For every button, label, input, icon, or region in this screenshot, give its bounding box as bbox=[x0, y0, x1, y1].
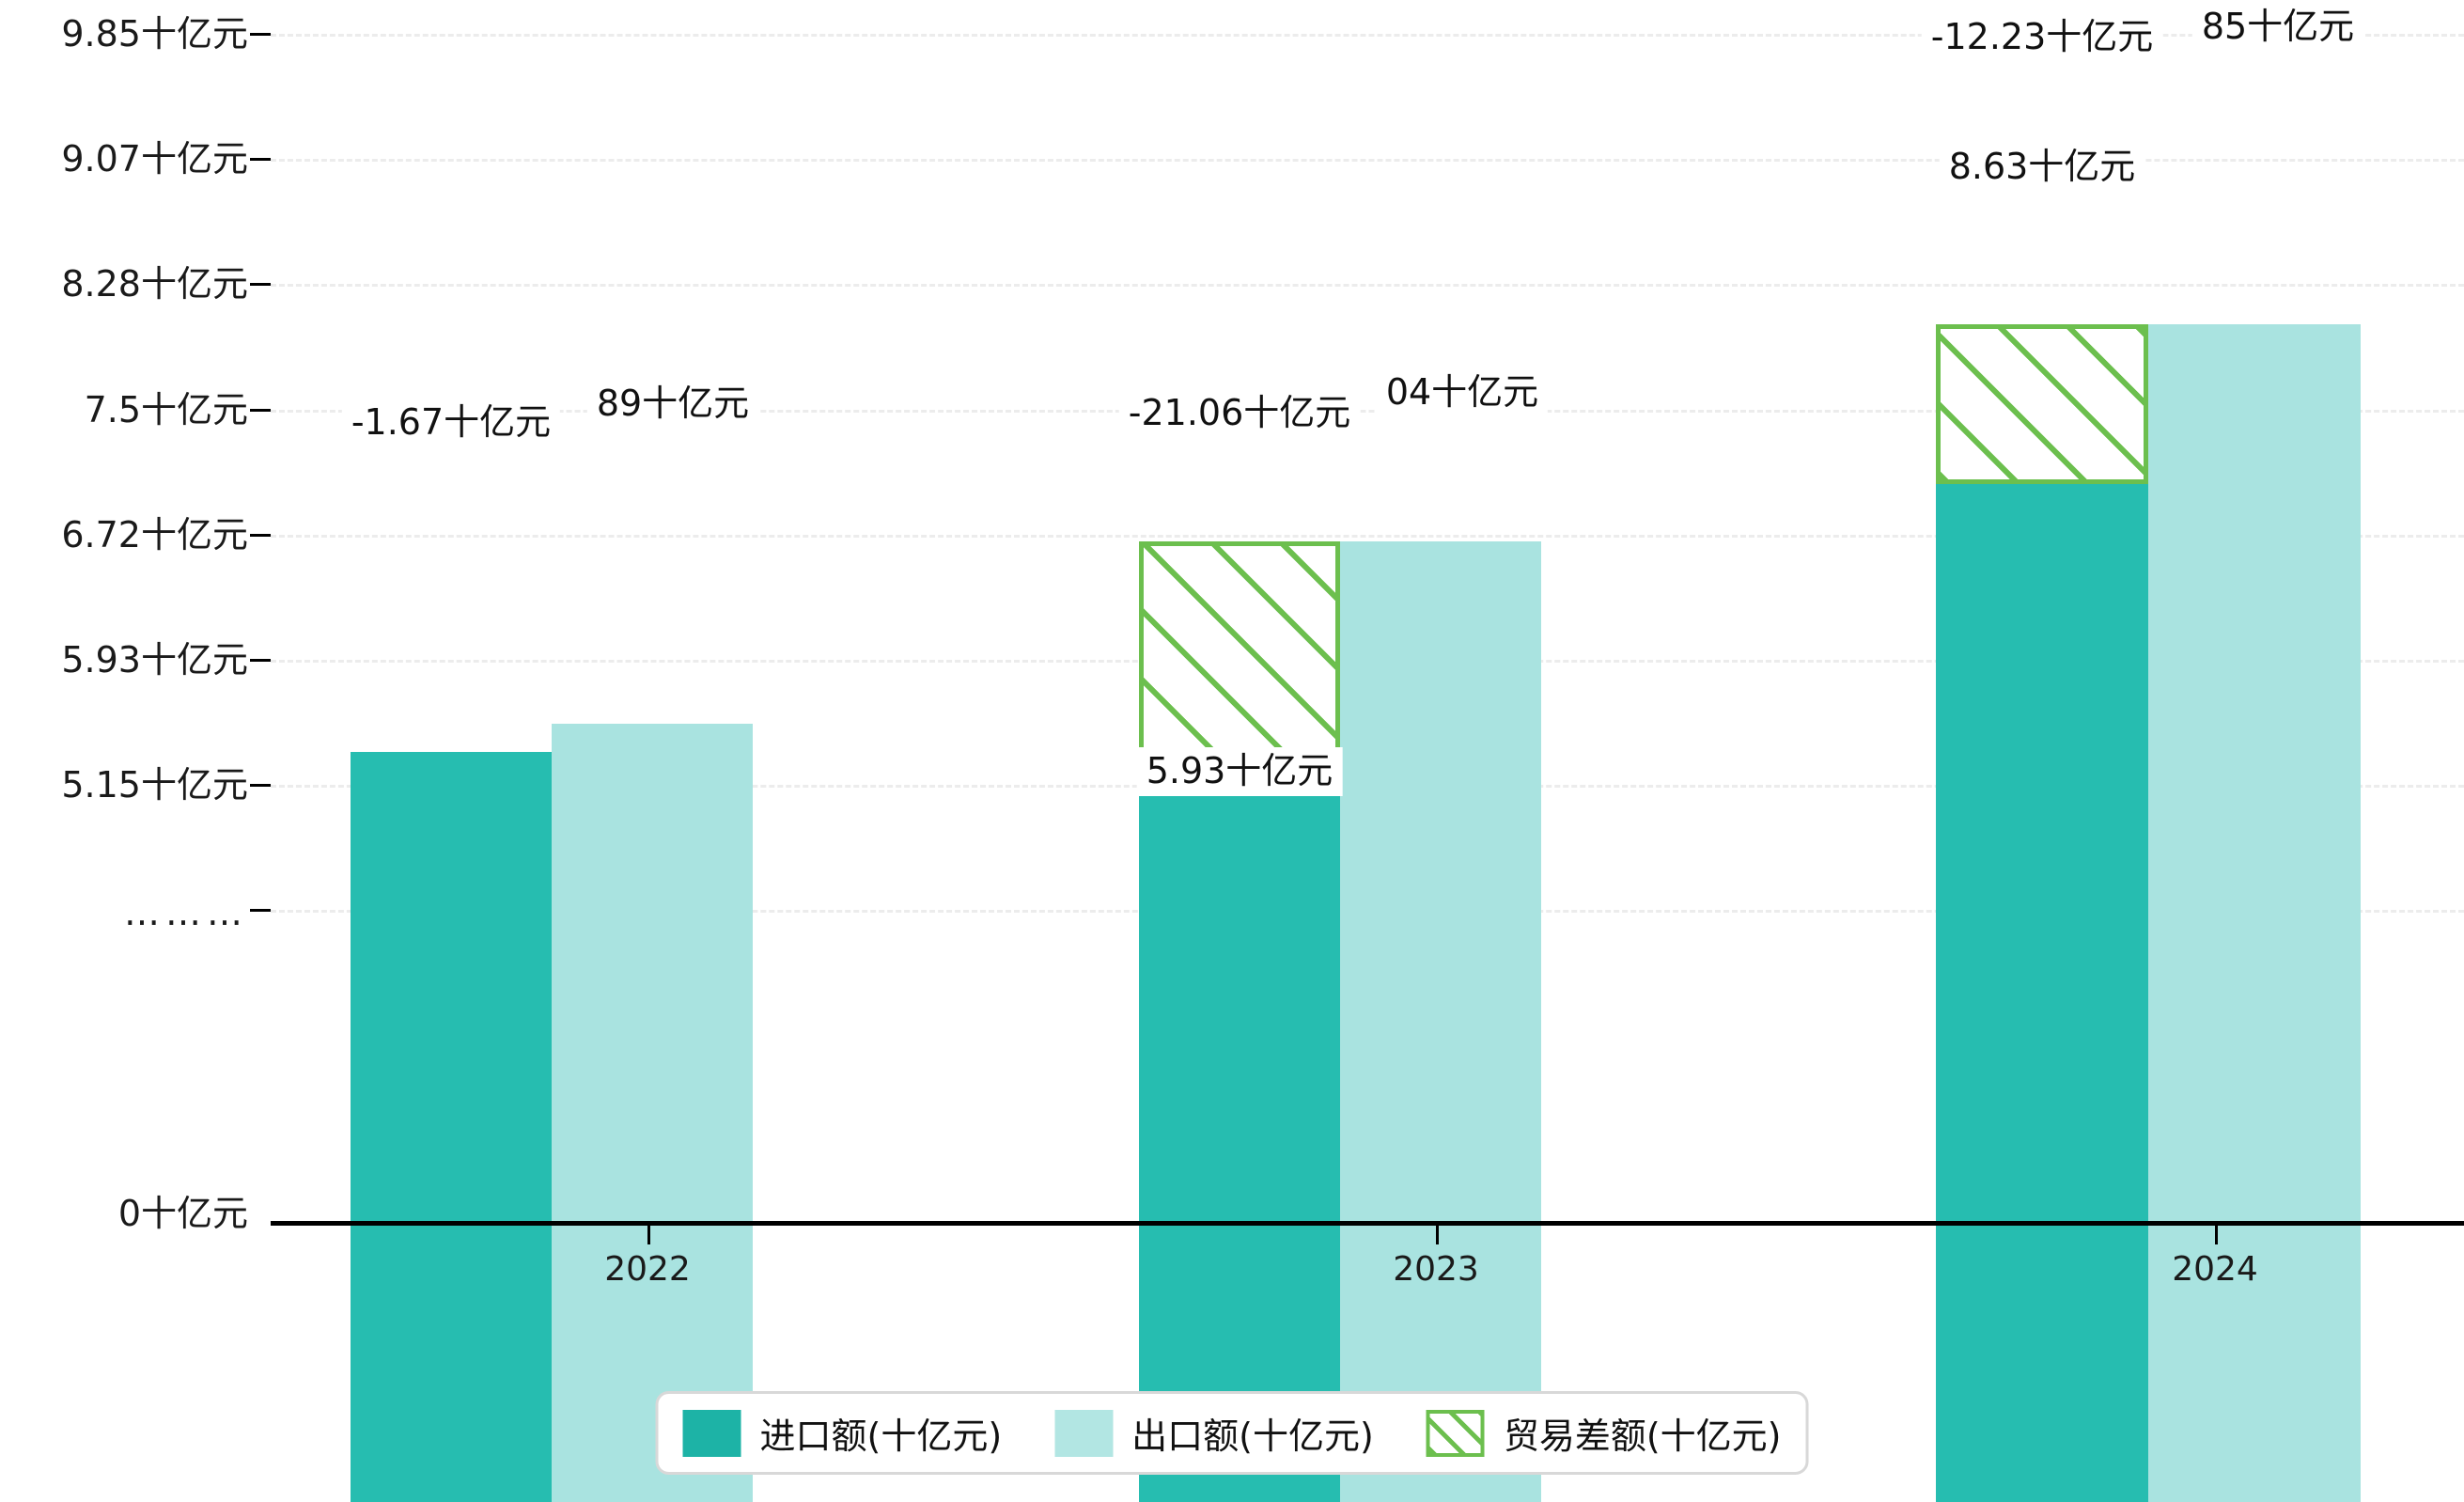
legend-item-import[interactable]: 进口额(十亿元) bbox=[682, 1407, 1003, 1459]
y-axis-label-6-72: 6.72十亿元 bbox=[61, 514, 248, 555]
gridline-6-72 bbox=[271, 535, 2464, 538]
data-label-balance-2023: -21.06十亿元 bbox=[1118, 389, 1361, 438]
data-label-export-2023: 04十亿元 bbox=[1376, 368, 1549, 417]
ytick-9-85 bbox=[250, 33, 271, 36]
xtick-2023 bbox=[1436, 1224, 1439, 1244]
y-axis-label-9-07: 9.07十亿元 bbox=[61, 138, 248, 180]
legend-label-import: 进口额(十亿元) bbox=[759, 1416, 1003, 1457]
ytick-7-5 bbox=[250, 409, 271, 412]
ytick-6-72 bbox=[250, 534, 271, 537]
data-label-export-2022: 89十亿元 bbox=[586, 380, 759, 429]
y-axis-label-9-85: 9.85十亿元 bbox=[61, 13, 248, 55]
gridline-7-5 bbox=[271, 410, 2464, 413]
ytick-5-93 bbox=[250, 659, 271, 662]
balance-swatch-icon bbox=[1426, 1409, 1485, 1457]
bar-export-2022[interactable] bbox=[552, 724, 753, 1502]
x-axis-label-2024: 2024 bbox=[2172, 1250, 2258, 1289]
bar-import-2023[interactable] bbox=[1139, 759, 1340, 1502]
legend-label-export: 出口额(十亿元) bbox=[1131, 1416, 1374, 1457]
bar-balance-2023[interactable] bbox=[1139, 541, 1340, 759]
ytick-8-28 bbox=[250, 283, 271, 286]
bar-import-2022[interactable] bbox=[351, 752, 552, 1502]
data-label-export-2024: 85十亿元 bbox=[2191, 3, 2364, 52]
ytick-9-07 bbox=[250, 158, 271, 161]
import-swatch-icon bbox=[682, 1409, 741, 1457]
data-label-balance-2022: -1.67十亿元 bbox=[341, 399, 561, 447]
bar-import-2024[interactable] bbox=[1936, 484, 2148, 1502]
x-axis-line bbox=[271, 1221, 2464, 1226]
bar-export-2023[interactable] bbox=[1340, 541, 1541, 1502]
y-axis-label-8-28: 8.28十亿元 bbox=[61, 263, 248, 305]
legend-item-export[interactable]: 出口额(十亿元) bbox=[1054, 1407, 1374, 1459]
y-axis-label-0: 0十亿元 bbox=[117, 1193, 248, 1234]
xtick-2024 bbox=[2215, 1224, 2218, 1244]
xtick-2022 bbox=[647, 1224, 650, 1244]
data-label-import-2024: 8.63十亿元 bbox=[1939, 143, 2145, 192]
y-axis-label-5-93: 5.93十亿元 bbox=[61, 639, 248, 681]
chart-legend: 进口额(十亿元) 出口额(十亿元) 贸易差额(十亿元) bbox=[655, 1391, 1809, 1475]
gridline-9-07 bbox=[271, 159, 2464, 162]
x-axis-label-2022: 2022 bbox=[604, 1250, 691, 1289]
data-label-import-2023: 5.93十亿元 bbox=[1136, 747, 1343, 796]
gridline-8-28 bbox=[271, 284, 2464, 287]
bar-export-2024[interactable] bbox=[2148, 324, 2361, 1502]
bar-balance-2024[interactable] bbox=[1936, 324, 2148, 484]
y-axis-label-5-15: 5.15十亿元 bbox=[61, 764, 248, 806]
x-axis-label-2023: 2023 bbox=[1393, 1250, 1479, 1289]
ytick-ellipsis bbox=[250, 909, 271, 912]
y-axis-label-ellipsis: ……… bbox=[124, 892, 248, 933]
data-label-balance-2024: -12.23十亿元 bbox=[1921, 13, 2163, 62]
legend-item-balance[interactable]: 贸易差额(十亿元) bbox=[1426, 1407, 1782, 1459]
ytick-5-15 bbox=[250, 784, 271, 787]
export-swatch-icon bbox=[1054, 1409, 1114, 1457]
gridline-9-85 bbox=[271, 34, 2464, 37]
y-axis-label-7-5: 7.5十亿元 bbox=[84, 389, 248, 430]
legend-label-balance: 贸易差额(十亿元) bbox=[1503, 1416, 1782, 1457]
